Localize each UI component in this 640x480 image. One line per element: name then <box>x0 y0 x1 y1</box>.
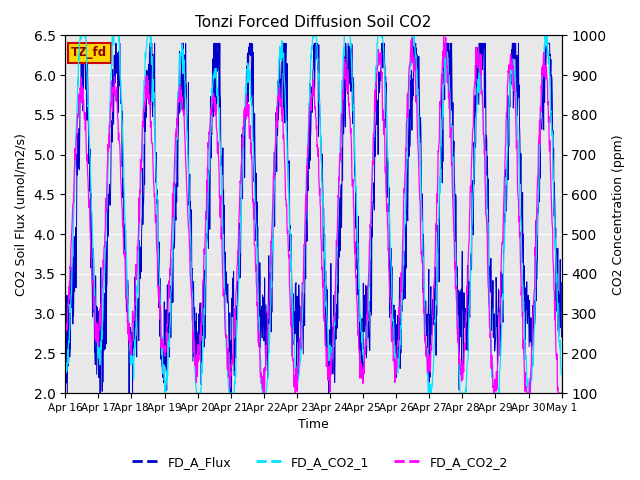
Y-axis label: CO2 Concentration (ppm): CO2 Concentration (ppm) <box>612 134 625 295</box>
Text: TZ_fd: TZ_fd <box>71 46 108 59</box>
Legend: FD_A_Flux, FD_A_CO2_1, FD_A_CO2_2: FD_A_Flux, FD_A_CO2_1, FD_A_CO2_2 <box>127 451 513 474</box>
Title: Tonzi Forced Diffusion Soil CO2: Tonzi Forced Diffusion Soil CO2 <box>195 15 431 30</box>
X-axis label: Time: Time <box>298 419 329 432</box>
Y-axis label: CO2 Soil Flux (umol/m2/s): CO2 Soil Flux (umol/m2/s) <box>15 133 28 296</box>
